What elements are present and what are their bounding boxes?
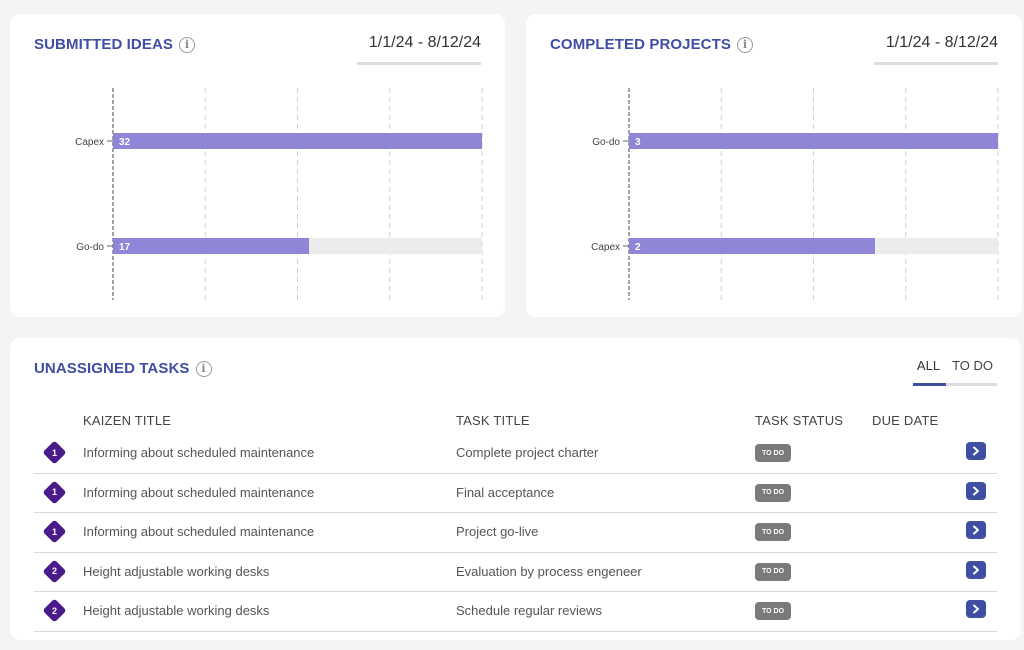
diamond-badge-icon: 1 bbox=[42, 440, 67, 465]
completed-projects-title: COMPLETED PROJECTS i bbox=[550, 36, 753, 53]
diamond-badge-icon: 2 bbox=[42, 598, 67, 623]
row-level-number: 1 bbox=[51, 526, 57, 537]
chevron-right-icon bbox=[973, 565, 979, 574]
chevron-right-icon bbox=[973, 604, 979, 614]
category-label: Capex bbox=[591, 242, 620, 253]
completed-projects-title-text: COMPLETED PROJECTS bbox=[550, 36, 731, 53]
task-title-cell: Project go-live bbox=[456, 524, 539, 539]
task-title-cell: Evaluation by process engeneer bbox=[456, 563, 642, 579]
diamond-badge-icon: 1 bbox=[42, 479, 67, 505]
row-level-number: 1 bbox=[51, 447, 57, 458]
task-status-badge: TO DO bbox=[755, 444, 791, 462]
open-task-button[interactable] bbox=[966, 600, 986, 618]
unassigned-tasks-title-text: UNASSIGNED TASKS bbox=[34, 360, 190, 377]
kaizen-title-cell: Height adjustable working desks bbox=[83, 563, 270, 579]
column-header-task-title[interactable]: TASK TITLE bbox=[456, 413, 530, 428]
category-label: Go-do bbox=[76, 242, 104, 253]
value-label: 32 bbox=[119, 137, 131, 148]
value-label: 2 bbox=[635, 242, 641, 253]
table-row[interactable]: 1 Informing about scheduled maintenance Co… bbox=[34, 434, 997, 474]
kaizen-title-cell: Informing about scheduled maintenance bbox=[83, 445, 315, 460]
info-icon[interactable]: i bbox=[737, 36, 753, 53]
table-row[interactable]: 2 Height adjustable working desks Evaluati… bbox=[34, 553, 997, 592]
column-header-due-date[interactable]: DUE DATE bbox=[872, 413, 939, 428]
open-task-button[interactable] bbox=[966, 481, 986, 500]
completed-projects-card: COMPLETED PROJECTS i 1/1/24 - 8/12/24 Go… bbox=[526, 14, 1022, 317]
category-label: Go-do bbox=[592, 137, 620, 148]
task-status-badge: TO DO bbox=[755, 562, 791, 581]
diamond-badge-icon: 2 bbox=[42, 558, 67, 584]
value-label: 3 bbox=[635, 137, 641, 148]
projects-date-range-picker[interactable]: 1/1/24 - 8/12/24 bbox=[874, 34, 998, 65]
chevron-right-icon bbox=[973, 486, 979, 495]
row-level-number: 1 bbox=[51, 487, 57, 497]
unassigned-tasks-card: UNASSIGNED TASKS i ALL TO DO KAIZEN TITL… bbox=[10, 338, 1021, 640]
row-level-number: 2 bbox=[51, 566, 57, 576]
bar-go-do[interactable] bbox=[113, 238, 310, 254]
category-label: Capex bbox=[75, 137, 104, 148]
chevron-right-icon bbox=[973, 525, 979, 535]
column-header-kaizen-title[interactable]: KAIZEN TITLE bbox=[83, 413, 172, 428]
task-title-cell: Final acceptance bbox=[456, 484, 555, 500]
ideas-date-range-picker[interactable]: 1/1/24 - 8/12/24 bbox=[357, 34, 481, 65]
bar-go-do[interactable] bbox=[629, 133, 998, 149]
unassigned-tasks-title: UNASSIGNED TASKS i bbox=[34, 360, 212, 377]
info-icon[interactable]: i bbox=[195, 360, 212, 377]
task-status-badge: TO DO bbox=[755, 483, 791, 502]
table-row[interactable]: 1 Informing about scheduled maintenance Fi… bbox=[34, 474, 997, 513]
open-task-button[interactable] bbox=[966, 560, 986, 579]
open-task-button[interactable] bbox=[966, 521, 986, 539]
bar-capex[interactable] bbox=[113, 133, 482, 149]
kaizen-title-cell: Height adjustable working desks bbox=[83, 603, 270, 618]
completed-projects-chart: Go-do 3 Capex 2 bbox=[591, 88, 999, 300]
submitted-ideas-title-text: SUBMITTED IDEAS bbox=[34, 36, 174, 53]
tab-to-do[interactable]: TO DO bbox=[946, 358, 997, 386]
value-label: 17 bbox=[119, 242, 131, 253]
kaizen-title-cell: Informing about scheduled maintenance bbox=[83, 524, 315, 539]
submitted-ideas-chart: Capex 32 Go-do 17 bbox=[75, 88, 483, 300]
bar-capex[interactable] bbox=[629, 238, 875, 254]
task-title-cell: Schedule regular reviews bbox=[456, 603, 602, 618]
tab-all[interactable]: ALL bbox=[912, 358, 947, 386]
task-status-badge: TO DO bbox=[755, 602, 791, 620]
open-task-button[interactable] bbox=[966, 442, 986, 460]
task-status-badge: TO DO bbox=[755, 523, 791, 541]
info-icon[interactable]: i bbox=[179, 36, 196, 53]
table-row[interactable]: 1 Informing about scheduled maintenance Pr… bbox=[34, 513, 997, 553]
tasks-table-body: 1 Informing about scheduled maintenance Co… bbox=[34, 434, 997, 632]
table-row[interactable]: 2 Height adjustable working desks Schedule… bbox=[34, 592, 997, 632]
chevron-right-icon bbox=[973, 446, 979, 456]
column-header-task-status[interactable]: TASK STATUS bbox=[755, 413, 844, 428]
diamond-badge-icon: 1 bbox=[42, 519, 67, 544]
submitted-ideas-title: SUBMITTED IDEAS i bbox=[34, 36, 196, 53]
submitted-ideas-card: SUBMITTED IDEAS i 1/1/24 - 8/12/24 Capex… bbox=[10, 14, 505, 317]
row-level-number: 2 bbox=[51, 605, 57, 616]
task-filter-tabs: ALL TO DO bbox=[912, 358, 997, 386]
kaizen-title-cell: Informing about scheduled maintenance bbox=[83, 484, 315, 500]
task-title-cell: Complete project charter bbox=[456, 445, 599, 460]
